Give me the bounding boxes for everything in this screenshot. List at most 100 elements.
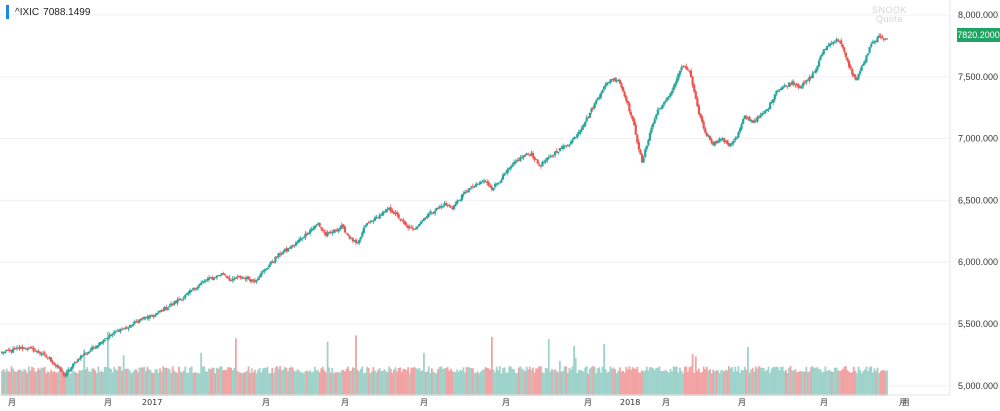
candle-body[interactable] [128, 324, 132, 328]
candle-body[interactable] [114, 331, 117, 333]
candle-body[interactable] [572, 137, 576, 140]
candle-body[interactable] [606, 82, 609, 85]
candle-body[interactable] [781, 87, 784, 89]
candle-body[interactable] [127, 327, 130, 329]
candle-body[interactable] [388, 207, 391, 210]
candle-body[interactable] [683, 65, 686, 67]
candle-body[interactable] [245, 276, 249, 279]
candle-body[interactable] [871, 41, 874, 44]
candle-body[interactable] [705, 133, 708, 136]
candle-body[interactable] [201, 281, 204, 284]
candle-body[interactable] [84, 353, 87, 355]
candle-body[interactable] [155, 313, 158, 315]
candle-body[interactable] [863, 61, 866, 64]
candle-body[interactable] [843, 47, 846, 52]
candle-body[interactable] [840, 40, 843, 44]
candle-body[interactable] [56, 365, 59, 368]
candle-body[interactable] [263, 269, 266, 272]
candle-body[interactable] [535, 159, 538, 161]
candle-body[interactable] [119, 328, 122, 332]
candle-body[interactable] [168, 305, 171, 308]
candle-body[interactable] [697, 105, 701, 114]
candle-body[interactable] [372, 220, 375, 222]
candle-body[interactable] [819, 56, 822, 60]
candle-body[interactable] [272, 261, 275, 263]
candle-body[interactable] [133, 321, 136, 324]
candle-body[interactable] [694, 91, 697, 99]
candle-body[interactable] [465, 191, 468, 193]
candle-body[interactable] [794, 84, 797, 86]
candle-body[interactable] [269, 261, 272, 265]
candle-body[interactable] [569, 142, 573, 145]
candle-body[interactable] [708, 136, 712, 140]
candle-body[interactable] [530, 152, 533, 156]
candle-body[interactable] [670, 90, 674, 94]
candle-body[interactable] [615, 80, 618, 82]
candle-body[interactable] [576, 134, 579, 138]
candle-body[interactable] [503, 173, 506, 176]
candle-body[interactable] [603, 86, 606, 90]
candle-body[interactable] [249, 279, 252, 281]
candle-body[interactable] [359, 237, 362, 240]
candle-body[interactable] [737, 132, 740, 138]
candle-body[interactable] [719, 139, 723, 141]
candle-body[interactable] [588, 112, 591, 118]
candle-body[interactable] [489, 185, 492, 188]
candle-body[interactable] [441, 206, 445, 208]
candle-body[interactable] [541, 161, 544, 166]
candle-body[interactable] [375, 216, 378, 218]
candle-body[interactable] [230, 280, 233, 282]
candle-body[interactable] [407, 225, 410, 229]
candle-body[interactable] [247, 276, 250, 280]
candle-body[interactable] [11, 348, 15, 353]
candle-body[interactable] [817, 60, 821, 67]
candle-body[interactable] [813, 71, 816, 73]
candle-body[interactable] [827, 45, 830, 47]
candle-body[interactable] [860, 66, 863, 71]
candle-body[interactable] [528, 155, 531, 157]
candle-body[interactable] [857, 73, 860, 79]
candle-body[interactable] [685, 66, 688, 70]
candle-body[interactable] [723, 138, 726, 143]
candle-body[interactable] [182, 297, 185, 299]
candle-body[interactable] [218, 275, 222, 277]
candle-body[interactable] [511, 164, 514, 167]
candle-body[interactable] [495, 183, 498, 185]
candle-body[interactable] [196, 286, 200, 289]
candle-body[interactable] [873, 40, 876, 43]
candle-body[interactable] [571, 139, 574, 143]
candle-body[interactable] [125, 327, 128, 329]
candle-body[interactable] [391, 210, 394, 213]
candle-body[interactable] [645, 145, 648, 150]
candle-body[interactable] [838, 40, 841, 42]
candle-body[interactable] [735, 137, 738, 139]
candle-body[interactable] [835, 39, 838, 42]
candle-body[interactable] [691, 76, 694, 86]
candle-body[interactable] [768, 102, 772, 110]
candle-body[interactable] [440, 205, 443, 208]
candle-body[interactable] [24, 347, 27, 349]
candle-body[interactable] [171, 304, 174, 306]
candle-body[interactable] [258, 276, 261, 279]
candle-body[interactable] [836, 39, 840, 42]
candle-body[interactable] [549, 155, 552, 157]
candle-body[interactable] [631, 115, 634, 120]
candle-body[interactable] [757, 116, 761, 118]
candle-body[interactable] [607, 82, 610, 84]
candle-body[interactable] [399, 218, 402, 220]
candle-body[interactable] [250, 279, 253, 282]
candle-body[interactable] [522, 155, 525, 158]
candle-body[interactable] [288, 247, 291, 249]
candle-body[interactable] [122, 328, 125, 330]
candle-body[interactable] [286, 248, 290, 252]
candle-body[interactable] [587, 116, 590, 118]
candle-body[interactable] [682, 66, 685, 68]
candle-body[interactable] [239, 276, 242, 278]
candle-body[interactable] [566, 145, 569, 147]
candle-body[interactable] [742, 119, 745, 124]
candle-body[interactable] [304, 233, 307, 238]
candle-body[interactable] [334, 229, 337, 232]
candle-body[interactable] [345, 232, 348, 234]
candle-body[interactable] [400, 219, 403, 221]
candle-body[interactable] [408, 226, 411, 228]
